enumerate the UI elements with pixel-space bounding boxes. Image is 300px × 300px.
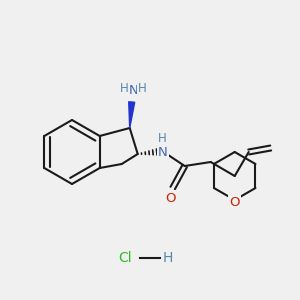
Text: N: N — [129, 85, 139, 98]
Polygon shape — [129, 102, 135, 128]
Text: H: H — [138, 82, 147, 94]
Text: O: O — [166, 191, 176, 205]
Text: Cl: Cl — [118, 251, 132, 265]
Text: N: N — [158, 146, 168, 158]
Text: O: O — [230, 196, 240, 208]
Text: H: H — [120, 82, 129, 94]
Text: H: H — [163, 251, 173, 265]
Text: H: H — [158, 133, 167, 146]
